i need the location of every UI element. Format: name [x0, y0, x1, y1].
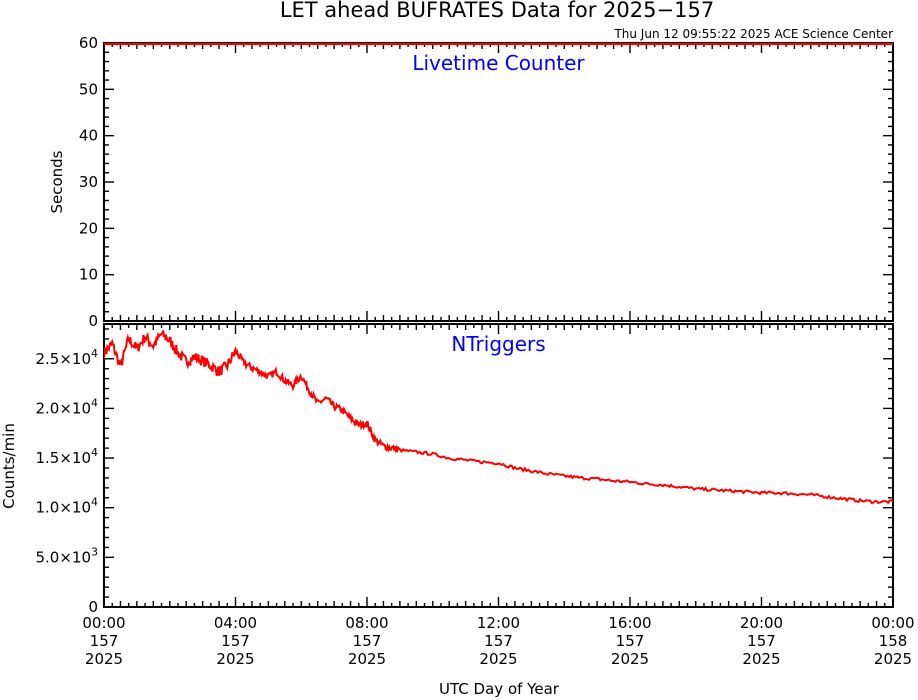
y-axis-title: Seconds — [48, 150, 66, 213]
x-axis-title: UTC Day of Year — [439, 680, 560, 698]
y-tick-label: 0 — [88, 312, 98, 330]
x-tick-label: 12:00 157 2025 — [477, 614, 520, 668]
x-tick-label: 20:00 157 2025 — [740, 614, 783, 668]
y-tick-label: 5.0×103 — [35, 545, 98, 566]
y-axis-title: Counts/min — [0, 423, 18, 509]
y-tick-label: 40 — [79, 127, 98, 145]
y-tick-label: 1.5×104 — [35, 446, 98, 467]
x-tick-labels: 00:00 157 2025 04:00 157 2025 08:00 157 2025 12:0… — [82, 614, 914, 668]
x-tick-label: 04:00 157 2025 — [214, 614, 257, 668]
y-tick-label: 10 — [79, 266, 98, 284]
x-tick-label: 00:00 158 2025 — [871, 614, 914, 668]
plot-frame — [103, 42, 894, 322]
y-tick-label: 2.0×104 — [35, 396, 98, 417]
panel-label: NTriggers — [451, 332, 545, 356]
ntriggers-series-line — [104, 330, 893, 505]
y-tick-label: 2.5×104 — [35, 347, 98, 368]
ntriggers-panel: 0 5.0×103 1.0×104 1.5×104 2.0×104 2.5×104 Coun… — [0, 323, 894, 616]
y-tick-label: 0 — [88, 598, 98, 616]
y-tick-label: 30 — [79, 173, 98, 191]
y-tick-label: 60 — [79, 34, 98, 52]
x-tick-label: 08:00 157 2025 — [345, 614, 388, 668]
chart-title: LET ahead BUFRATES Data for 2025−157 — [280, 0, 714, 22]
generation-timestamp: Thu Jun 12 09:55:22 2025 ACE Science Cen… — [613, 27, 893, 41]
x-tick-label: 16:00 157 2025 — [608, 614, 651, 668]
panel-label: Livetime Counter — [412, 51, 585, 75]
x-tick-label: 00:00 157 2025 — [82, 614, 125, 668]
y-tick-label: 20 — [79, 219, 98, 237]
livetime-panel: 0 10 20 30 40 50 60 Seconds Livetime Counter — [48, 34, 894, 330]
y-tick-label: 1.0×104 — [35, 496, 98, 517]
y-tick-label: 50 — [79, 80, 98, 98]
